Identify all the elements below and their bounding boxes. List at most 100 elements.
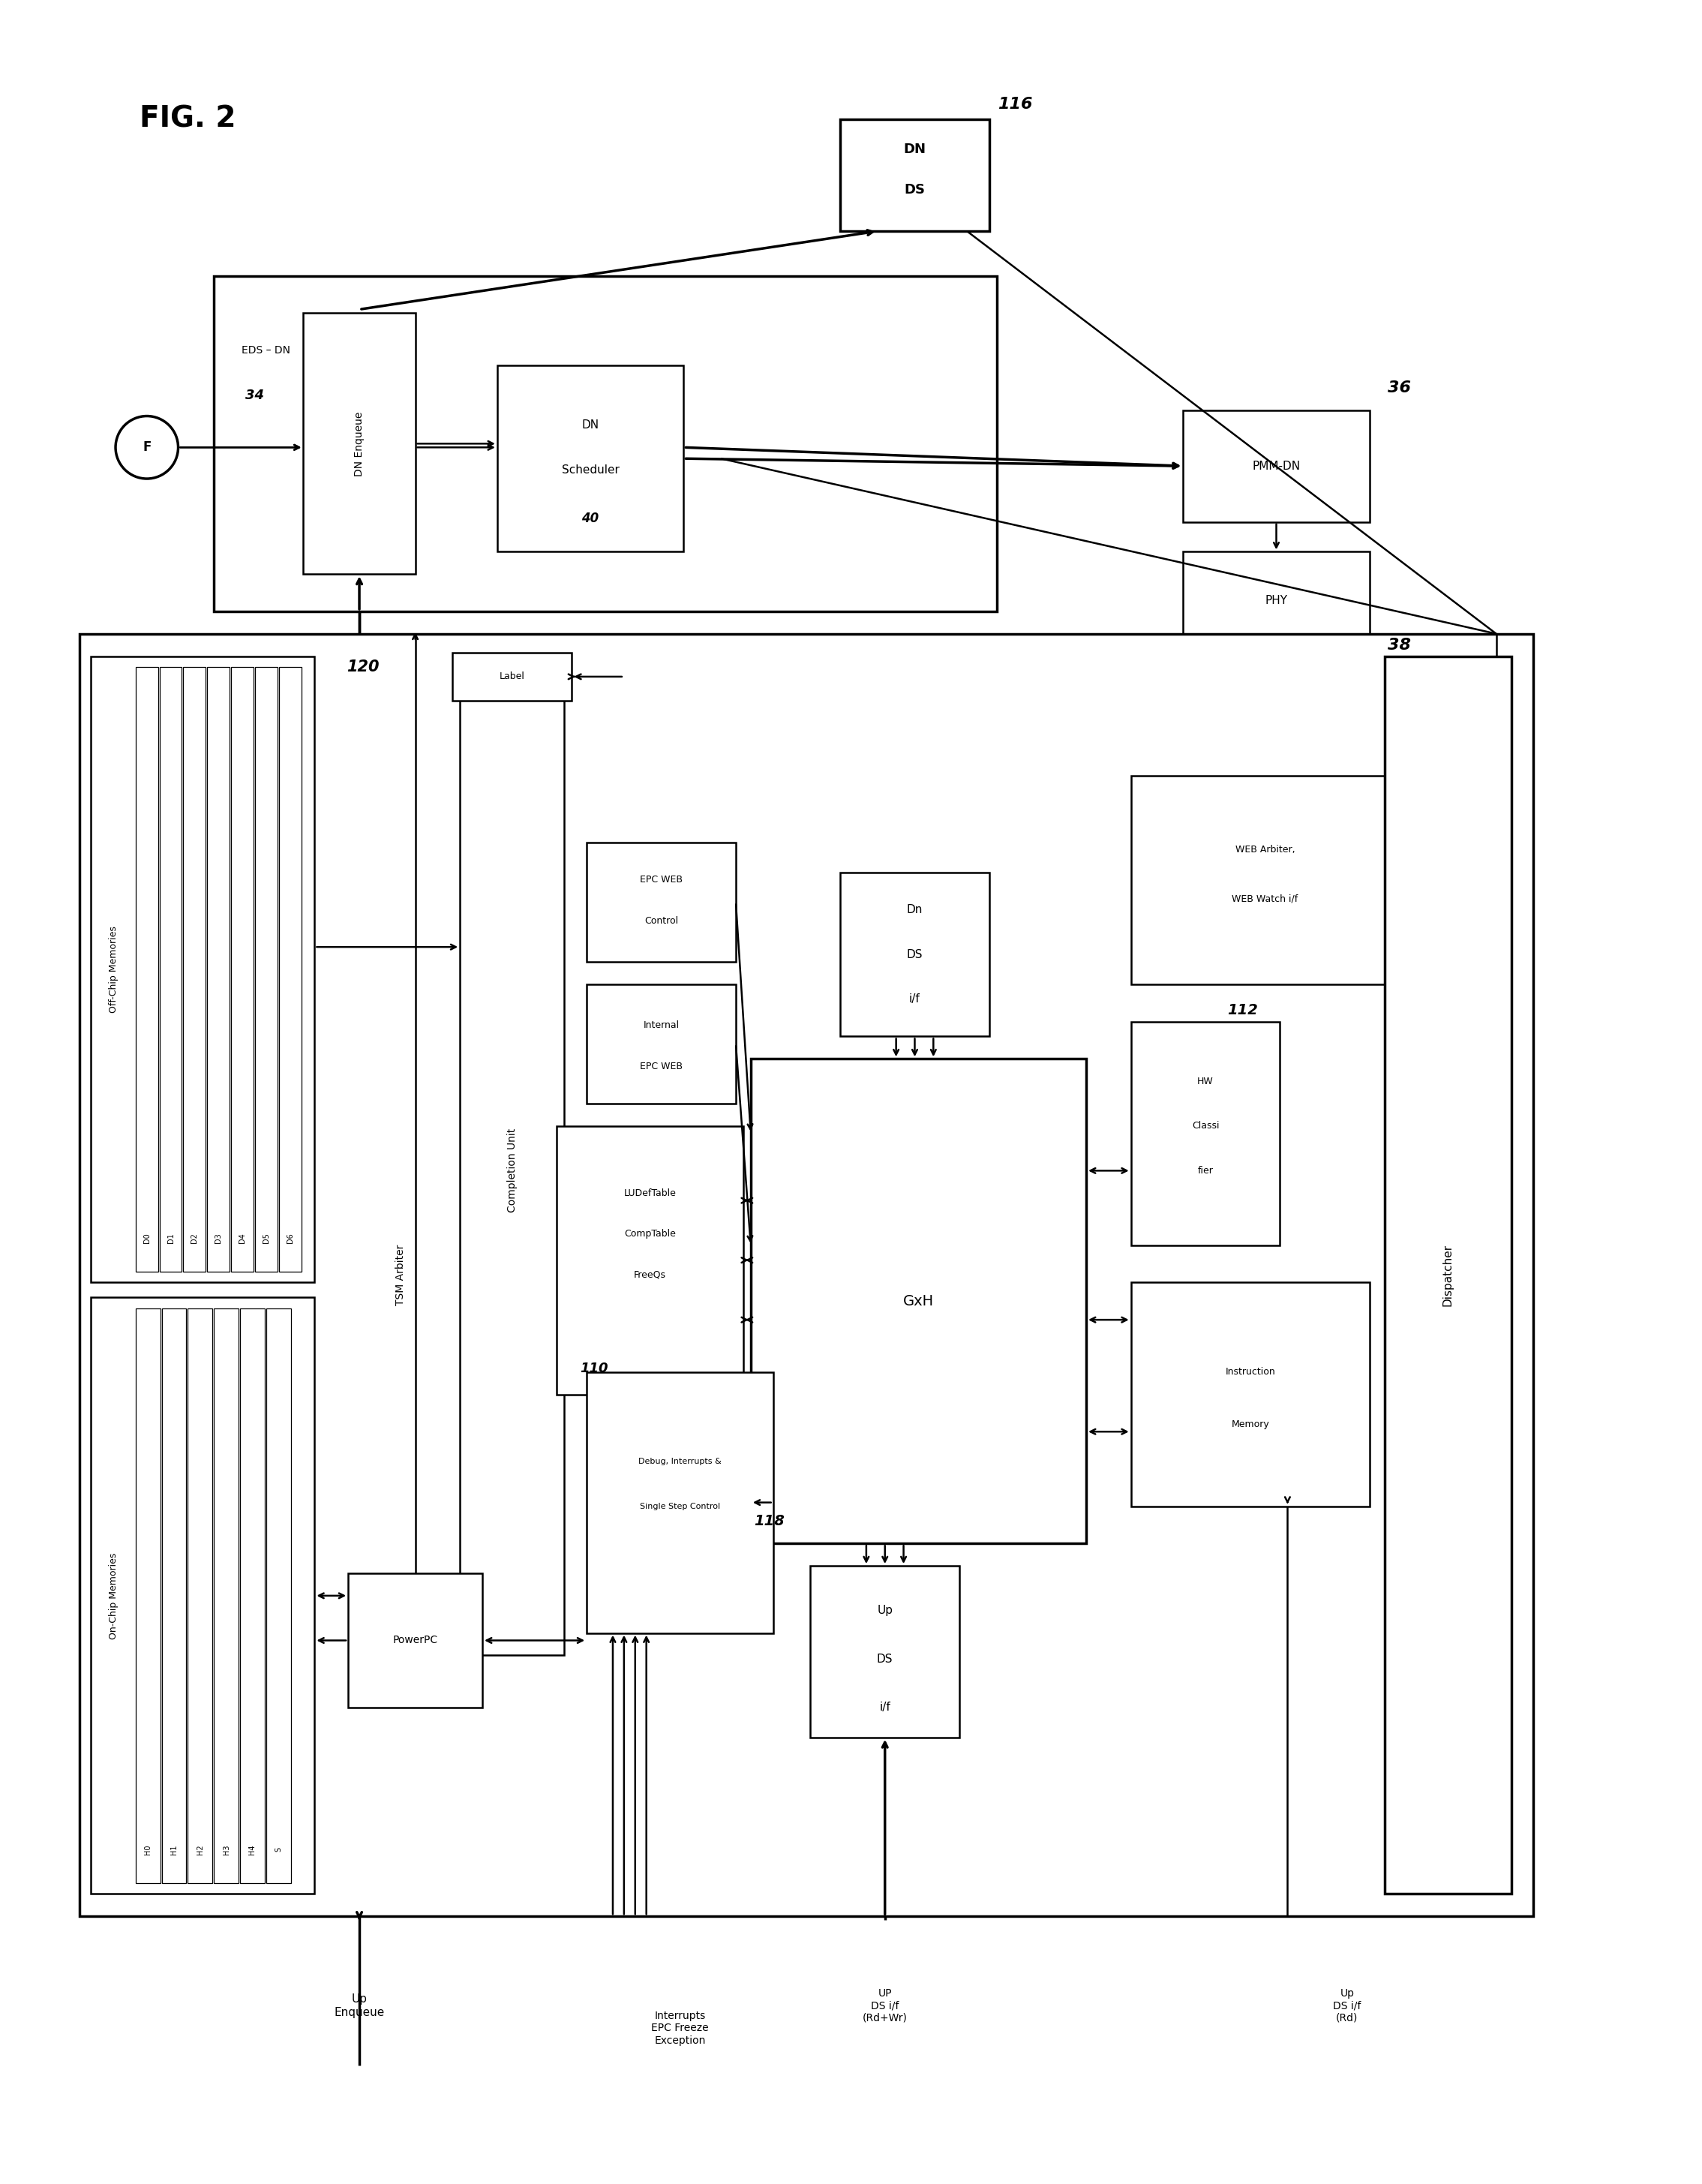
Text: H3: H3 (223, 1843, 230, 1854)
Text: 40: 40 (582, 511, 599, 524)
Bar (587, 985, 735, 1103)
Text: D0: D0 (143, 1232, 150, 1243)
Bar (255, 668, 277, 1271)
Text: D4: D4 (238, 1232, 247, 1243)
Bar (587, 843, 735, 961)
Text: Debug, Interrupts &: Debug, Interrupts & (638, 1457, 722, 1465)
Bar (1130, 775, 1399, 985)
Bar (231, 668, 254, 1271)
Text: Internal: Internal (643, 1020, 679, 1031)
Bar (1183, 553, 1370, 649)
Text: 112: 112 (1227, 1002, 1258, 1018)
Text: DS: DS (907, 948, 922, 961)
Text: TSM Arbiter: TSM Arbiter (395, 1245, 405, 1306)
Text: 120: 120 (347, 660, 380, 675)
Bar (841, 120, 989, 232)
Text: Up: Up (877, 1605, 894, 1616)
Text: H2: H2 (196, 1843, 204, 1854)
Bar (453, 653, 572, 701)
Text: On-Chip Memories: On-Chip Memories (109, 1553, 117, 1638)
Text: D6: D6 (286, 1232, 294, 1243)
Text: Instruction: Instruction (1225, 1367, 1275, 1376)
Text: H4: H4 (248, 1843, 255, 1854)
Text: Dn: Dn (907, 904, 922, 915)
Text: EPC WEB: EPC WEB (640, 1061, 683, 1070)
Bar (90, 655, 315, 1282)
Text: D1: D1 (167, 1232, 175, 1243)
Text: 110: 110 (580, 1361, 608, 1376)
Bar (303, 312, 415, 574)
Text: WEB Watch i/f: WEB Watch i/f (1232, 893, 1299, 904)
Bar (1183, 411, 1370, 522)
Bar (751, 1059, 1086, 1544)
Text: Memory: Memory (1231, 1420, 1270, 1428)
Bar (1384, 655, 1511, 1894)
Text: D3: D3 (214, 1232, 223, 1243)
Bar (80, 633, 1534, 1915)
Text: H1: H1 (170, 1843, 177, 1854)
Text: DS: DS (877, 1653, 894, 1664)
Text: Interrupts
EPC Freeze
Exception: Interrupts EPC Freeze Exception (652, 2011, 708, 2046)
Text: WEB Arbiter,: WEB Arbiter, (1236, 845, 1295, 854)
Text: Label: Label (499, 673, 524, 681)
Bar (810, 1566, 960, 1738)
Bar (90, 1297, 315, 1894)
Bar (240, 1308, 264, 1883)
Bar (1130, 1022, 1280, 1245)
Bar (160, 668, 182, 1271)
Bar (184, 668, 206, 1271)
Text: EDS – DN: EDS – DN (242, 345, 291, 356)
Text: S: S (274, 1848, 283, 1852)
Text: Single Step Control: Single Step Control (640, 1503, 720, 1509)
Text: Scheduler: Scheduler (562, 465, 620, 476)
Bar (214, 1308, 238, 1883)
Text: D2: D2 (191, 1232, 199, 1243)
Text: DN: DN (582, 419, 599, 430)
Text: DS: DS (904, 183, 926, 197)
Text: PMM-DN: PMM-DN (1253, 461, 1300, 472)
Text: Completion Unit: Completion Unit (507, 1129, 517, 1212)
Text: i/f: i/f (909, 994, 921, 1005)
Bar (557, 1127, 744, 1393)
Bar (187, 1308, 213, 1883)
Text: H0: H0 (145, 1843, 151, 1854)
Text: Up
DS i/f
(Rd): Up DS i/f (Rd) (1333, 1987, 1362, 2022)
Bar (214, 275, 997, 612)
Text: PHY: PHY (1265, 594, 1288, 605)
Text: 36: 36 (1387, 380, 1411, 395)
Bar (497, 365, 684, 553)
Text: HW: HW (1197, 1077, 1214, 1085)
Text: 38: 38 (1387, 638, 1411, 653)
Text: 116: 116 (997, 96, 1033, 111)
Text: 118: 118 (754, 1514, 785, 1529)
Text: D5: D5 (262, 1232, 271, 1243)
Text: DN: DN (904, 142, 926, 155)
Bar (841, 871, 989, 1037)
Text: F: F (143, 441, 151, 454)
Bar (587, 1372, 773, 1634)
Text: Control: Control (645, 915, 677, 926)
Bar (349, 1572, 482, 1708)
Bar (162, 1308, 187, 1883)
Bar (266, 1308, 291, 1883)
Text: LUDefTable: LUDefTable (625, 1188, 676, 1197)
Bar (1130, 1282, 1370, 1507)
Bar (136, 668, 158, 1271)
Bar (460, 686, 565, 1655)
Text: Classi: Classi (1191, 1120, 1219, 1131)
Text: DN Enqueue: DN Enqueue (354, 411, 364, 476)
Text: CompTable: CompTable (625, 1230, 676, 1238)
Text: Dispatcher: Dispatcher (1442, 1245, 1454, 1306)
Bar (279, 668, 301, 1271)
Text: FIG. 2: FIG. 2 (140, 105, 237, 133)
Bar (208, 668, 230, 1271)
Text: Up
Enqueue: Up Enqueue (334, 1994, 385, 2018)
Text: UP
DS i/f
(Rd+Wr): UP DS i/f (Rd+Wr) (863, 1987, 907, 2022)
Text: GxH: GxH (904, 1295, 934, 1308)
Text: Off-Chip Memories: Off-Chip Memories (109, 926, 117, 1013)
Text: fier: fier (1198, 1166, 1214, 1175)
Text: PowerPC: PowerPC (393, 1636, 437, 1647)
Text: FreeQs: FreeQs (633, 1271, 665, 1280)
Text: EPC WEB: EPC WEB (640, 876, 683, 885)
Bar (136, 1308, 160, 1883)
